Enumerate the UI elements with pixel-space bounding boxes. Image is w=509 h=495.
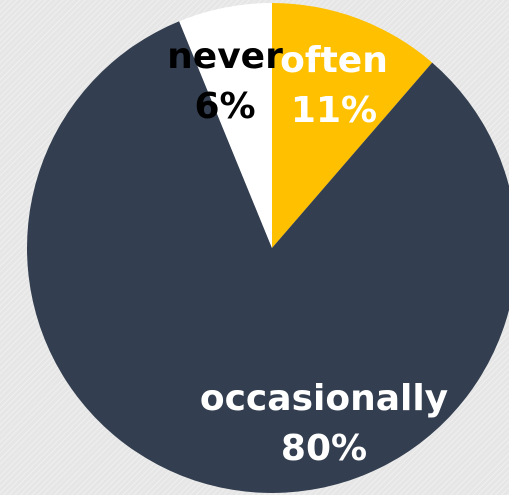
pie-slices — [27, 3, 509, 493]
pie-label-never: never — [167, 36, 283, 77]
pie-labels: often 11% occasionally 80% never 6% — [167, 36, 448, 469]
pie-value-never: 6% — [194, 86, 255, 127]
pie-slice-occasionally — [27, 21, 509, 493]
pie-label-occasionally: occasionally — [200, 378, 448, 419]
pie-value-often: 11% — [291, 90, 377, 131]
pie-slice-often — [272, 3, 433, 248]
pie-value-occasionally: 80% — [281, 428, 367, 469]
pie-label-often: often — [280, 40, 388, 81]
pie-slice-never — [179, 3, 272, 248]
